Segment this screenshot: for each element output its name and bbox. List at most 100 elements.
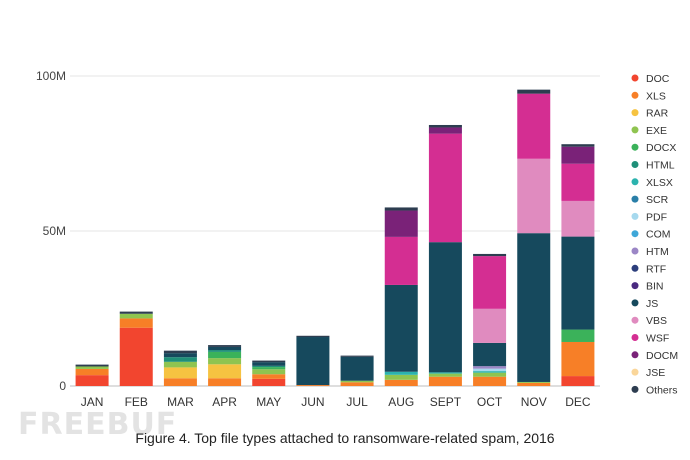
x-tick-label: JUN	[301, 395, 324, 409]
bar-segment-others	[208, 345, 242, 347]
legend-swatch	[631, 212, 639, 220]
bar-segment-html	[163, 357, 197, 362]
bar-segment-vbs	[517, 158, 551, 234]
legend-swatch	[631, 247, 639, 255]
legend-label: PDF	[646, 211, 667, 223]
bar-segment-others	[561, 144, 595, 147]
x-tick-label: JAN	[81, 395, 104, 409]
legend-label: BIN	[646, 281, 664, 293]
bar-segment-others	[119, 311, 153, 314]
legend-swatch	[631, 195, 639, 203]
bar-segment-others	[340, 355, 374, 357]
bar-segment-wsf	[428, 133, 462, 243]
bar-segment-rar	[208, 364, 242, 379]
legend-label: VBS	[646, 315, 667, 327]
bar-segment-others	[428, 124, 462, 128]
bar-segment-xls	[473, 376, 507, 386]
bar-segment-js	[296, 337, 330, 386]
legend-label: DOC	[646, 73, 670, 85]
bar-segment-others	[252, 360, 286, 363]
bar-segment-docx	[561, 329, 595, 342]
legend-label: HTML	[646, 160, 675, 172]
bar-segment-others	[75, 364, 109, 367]
bar-segment-js	[384, 284, 418, 372]
x-tick-label: AUG	[388, 395, 414, 409]
bar-segment-docm	[428, 127, 462, 134]
bar-segment-docm	[561, 146, 595, 164]
bar-segment-js	[252, 362, 286, 366]
bar-segment-xls	[252, 374, 286, 379]
bar-segment-vbs	[473, 308, 507, 343]
legend-label: JSE	[646, 367, 665, 379]
legend-label: DOCX	[646, 142, 676, 154]
bar-segment-js	[208, 346, 242, 351]
x-tick-label: DEC	[565, 395, 591, 409]
legend-label: COM	[646, 229, 671, 241]
bars	[75, 89, 595, 386]
y-tick-label: 0	[59, 379, 66, 393]
legend-swatch	[631, 385, 639, 393]
bar-segment-exe	[119, 313, 153, 319]
gridlines	[70, 75, 600, 387]
x-tick-label: OCT	[477, 395, 503, 409]
bar-segment-xlsx	[384, 371, 418, 375]
bar-segment-xls	[517, 382, 551, 386]
legend-label: Others	[646, 384, 678, 396]
bar-segment-docx	[252, 367, 286, 370]
bar-segment-pdf	[473, 368, 507, 372]
legend-swatch	[631, 264, 639, 272]
bar-segment-doc	[75, 375, 109, 386]
legend-label: RTF	[646, 263, 666, 275]
legend-swatch	[631, 230, 639, 238]
bar-segment-docx	[208, 351, 242, 359]
x-tick-label: NOV	[521, 395, 547, 409]
legend-label: XLSX	[646, 177, 673, 189]
bar-segment-doc	[252, 378, 286, 386]
bar-segment-js	[163, 353, 197, 358]
bar-segment-vbs	[561, 200, 595, 237]
bar-segment-exe	[428, 373, 462, 377]
bar-segment-html	[208, 350, 242, 352]
legend-label: WSF	[646, 333, 669, 345]
bar-segment-rar	[163, 367, 197, 379]
bar-segment-htm	[473, 366, 507, 369]
legend-swatch	[631, 109, 639, 117]
bar-segment-wsf	[561, 163, 595, 201]
stacked-bar-chart: 0 50M 100M JAN FEB MAR APR MAY JUN JUL AUG SEPT OCT…	[36, 69, 678, 409]
bar-segment-xlsx	[428, 372, 462, 374]
legend-label: JS	[646, 298, 658, 310]
legend-label: DOCM	[646, 350, 678, 362]
legend-label: XLS	[646, 90, 666, 102]
x-tick-label: MAY	[256, 395, 281, 409]
y-axis-tick-labels: 0 50M 100M	[36, 69, 66, 393]
legend-swatch	[631, 74, 639, 82]
x-tick-label: MAR	[167, 395, 194, 409]
legend: DOC XLS RAR EXE DOCX HTML XLSX SCR PDF COM HTM RTF B…	[631, 73, 678, 396]
bar-segment-exe	[384, 374, 418, 380]
legend-swatch	[631, 161, 639, 168]
bar-segment-others	[296, 335, 330, 338]
bar-segment-doc	[561, 376, 595, 386]
legend-swatch	[631, 368, 639, 376]
bar-segment-xls	[208, 378, 242, 386]
bar-segment-xls	[340, 382, 374, 386]
bar-segment-exe	[163, 361, 197, 368]
x-tick-label: FEB	[125, 395, 148, 409]
legend-label: SCR	[646, 194, 669, 206]
bar-segment-js	[473, 342, 507, 367]
bar-segment-others	[163, 350, 197, 354]
legend-swatch	[631, 334, 639, 341]
bar-segment-js	[428, 242, 462, 373]
legend-swatch	[631, 126, 639, 134]
legend-swatch	[631, 299, 639, 307]
legend-swatch	[631, 282, 639, 290]
x-axis-tick-labels: JAN FEB MAR APR MAY JUN JUL AUG SEPT OCT NOV DEC	[81, 395, 591, 409]
bar-segment-xls	[75, 368, 109, 376]
bar-segment-exe	[75, 366, 109, 369]
bar-segment-wsf	[473, 256, 507, 309]
bar-segment-js	[340, 356, 374, 381]
bar-segment-html	[252, 365, 286, 368]
bar-segment-exe	[517, 381, 551, 383]
legend-swatch	[631, 316, 639, 324]
legend-label: EXE	[646, 125, 667, 137]
